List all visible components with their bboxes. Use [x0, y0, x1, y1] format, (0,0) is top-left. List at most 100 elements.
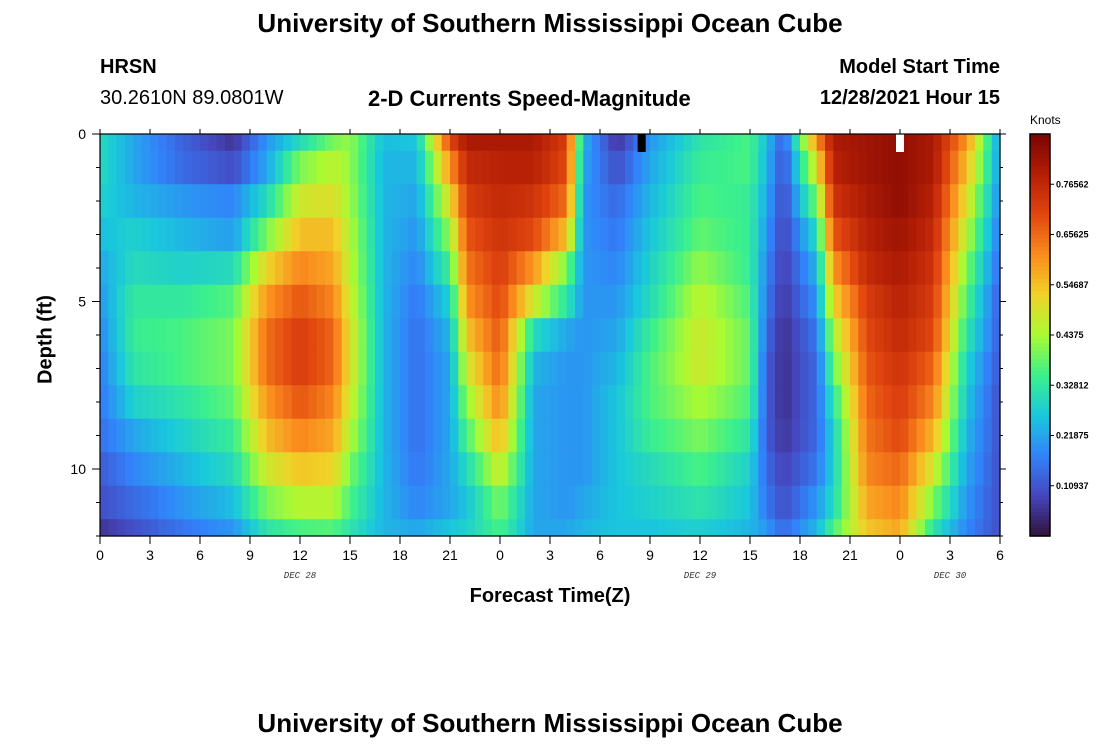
heatmap-cell	[375, 351, 384, 386]
colorbar-swatch	[1030, 447, 1050, 453]
heatmap-cell	[883, 150, 893, 185]
heatmap-cell	[300, 351, 309, 386]
heatmap-cell	[816, 452, 826, 487]
heatmap-cell	[666, 418, 676, 453]
heatmap-cell	[358, 452, 368, 487]
colorbar-swatch	[1030, 286, 1050, 292]
heatmap-cell	[958, 385, 968, 420]
heatmap-cell	[866, 519, 876, 537]
colorbar-swatch	[1030, 250, 1050, 256]
heatmap-cell	[125, 217, 134, 252]
heatmap-cell	[916, 418, 926, 453]
heatmap-cell	[100, 519, 109, 537]
heatmap-cell	[641, 418, 651, 453]
heatmap-cell	[300, 452, 309, 487]
heatmap-cell	[433, 184, 443, 219]
heatmap-cell	[741, 452, 751, 487]
heatmap-cell	[158, 217, 168, 252]
heatmap-cell	[708, 351, 718, 386]
heatmap-cell	[358, 351, 368, 386]
heatmap-cell	[483, 519, 493, 537]
heatmap-cell	[616, 318, 626, 353]
heatmap-cell	[791, 452, 801, 487]
colorbar-swatch	[1030, 186, 1050, 191]
heatmap-cell	[266, 519, 276, 537]
heatmap-cell	[633, 217, 643, 252]
heatmap-cell	[958, 318, 968, 353]
heatmap-cell	[525, 519, 534, 537]
heatmap-cell	[641, 284, 651, 319]
heatmap-cell	[975, 485, 984, 520]
heatmap-cell	[341, 284, 351, 319]
heatmap-cell	[783, 251, 793, 286]
heatmap-cell	[175, 519, 184, 537]
heatmap-cell	[908, 519, 918, 537]
colorbar-swatch	[1030, 487, 1050, 493]
heatmap-cell	[258, 284, 268, 319]
x-tick-label: 18	[392, 547, 408, 563]
heatmap-cell	[908, 284, 918, 319]
heatmap-cell	[341, 519, 351, 537]
heatmap-cell	[758, 351, 768, 386]
heatmap-cell	[908, 318, 918, 353]
colorbar-swatch	[1030, 391, 1050, 396]
x-tick-label: 9	[646, 547, 654, 563]
heatmap-cell	[758, 134, 768, 152]
heatmap-cell	[325, 418, 334, 453]
heatmap-cell	[616, 284, 626, 319]
heatmap-cell	[766, 318, 776, 353]
heatmap-cell	[183, 485, 193, 520]
heatmap-cell	[975, 184, 984, 219]
heatmap-cell	[950, 318, 959, 353]
heatmap-cell	[200, 452, 209, 487]
heatmap-cell	[166, 418, 176, 453]
heatmap-cell	[325, 134, 334, 152]
heatmap-cell	[466, 452, 476, 487]
colorbar-swatch	[1030, 158, 1050, 163]
heatmap-cell	[166, 217, 176, 252]
heatmap-cell	[450, 519, 459, 537]
heatmap-cell	[358, 251, 368, 286]
x-tick-label: 21	[842, 547, 858, 563]
heatmap-cell	[991, 284, 1001, 319]
heatmap-cell	[941, 385, 951, 420]
heatmap-cell	[583, 284, 593, 319]
heatmap-cell	[850, 452, 859, 487]
heatmap-cell	[491, 452, 501, 487]
heatmap-cell	[425, 351, 434, 386]
heatmap-cell	[575, 318, 584, 353]
heatmap-cell	[741, 351, 751, 386]
heatmap-cell	[266, 418, 276, 453]
heatmap-cell	[500, 452, 509, 487]
heatmap-cell	[450, 284, 459, 319]
heatmap-cell	[841, 452, 851, 487]
heatmap-cell	[683, 318, 693, 353]
heatmap-cell	[533, 184, 543, 219]
heatmap-cell	[800, 418, 809, 453]
heatmap-cell	[683, 150, 693, 185]
heatmap-cell	[166, 251, 176, 286]
heatmap-cell	[416, 485, 426, 520]
heatmap-cell	[841, 150, 851, 185]
heatmap-cell	[533, 452, 543, 487]
heatmap-cell	[158, 418, 168, 453]
heatmap-cell	[325, 318, 334, 353]
heatmap-cell	[358, 134, 368, 152]
heatmap-cell	[875, 150, 884, 185]
heatmap-cell	[158, 134, 168, 152]
heatmap-cell	[225, 318, 234, 353]
heatmap-cell	[600, 150, 609, 185]
heatmap-cell	[750, 318, 759, 353]
heatmap-cell	[583, 184, 593, 219]
heatmap-cell	[858, 418, 868, 453]
heatmap-cell	[708, 452, 718, 487]
heatmap-cell	[900, 351, 909, 386]
heatmap-cell	[325, 485, 334, 520]
colorbar-swatch	[1030, 246, 1050, 252]
heatmap-cell	[958, 150, 968, 185]
heatmap-cell	[375, 134, 384, 152]
heatmap-cell	[750, 385, 759, 420]
heatmap-cell	[125, 184, 134, 219]
heatmap-cell	[900, 485, 909, 520]
heatmap-cell	[833, 184, 843, 219]
